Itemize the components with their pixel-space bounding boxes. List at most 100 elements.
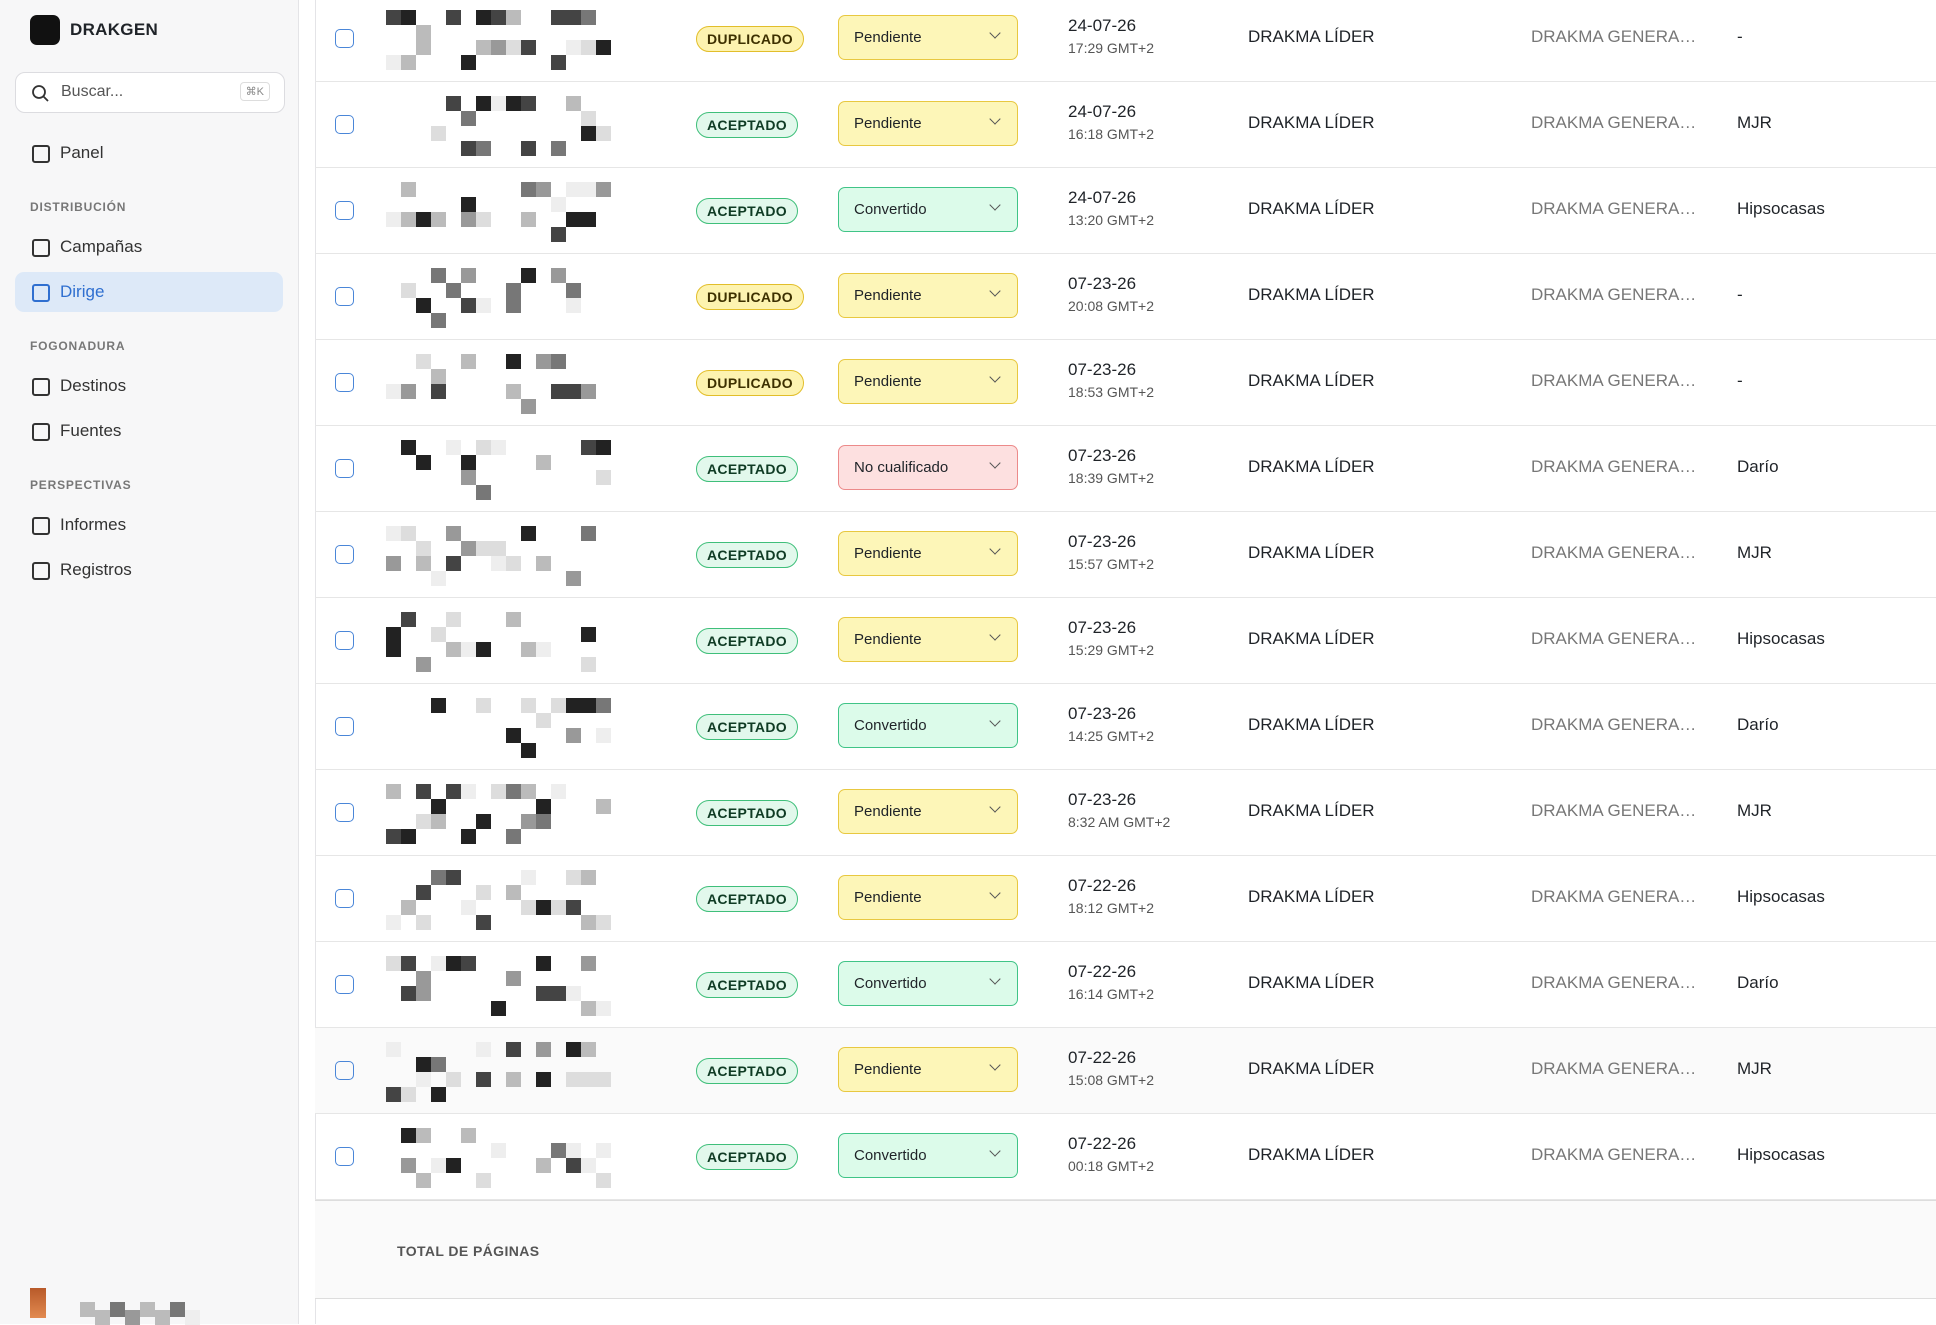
owner: DRAKMA LÍDER [1248,1059,1375,1078]
redacted-pixel [491,440,506,455]
section-title: FOGONADURA [30,339,126,353]
redacted-pixel [446,440,461,455]
row-checkbox[interactable] [335,717,354,736]
stage-dropdown[interactable]: Pendiente [838,273,1018,318]
stage-dropdown[interactable]: Pendiente [838,875,1018,920]
stage-dropdown[interactable]: Pendiente [838,531,1018,576]
table-row: ACEPTADO Pendiente 07-23-26 8:32 AM GMT+2 DR… [315,770,1936,856]
stage-dropdown[interactable]: Pendiente [838,101,1018,146]
row-checkbox[interactable] [335,889,354,908]
time: 18:53 GMT+2 [1068,384,1154,400]
redacted-pixel [566,1158,581,1173]
owner: DRAKMA LÍDER [1248,801,1375,820]
table-area: TOTAL DE PÁGINAS DUPLICADO Pendiente 24-07… [299,0,1936,1324]
redacted-pixel [596,799,611,814]
stage-dropdown[interactable]: Pendiente [838,617,1018,662]
redacted-pixel [431,1087,446,1102]
row-checkbox[interactable] [335,1061,354,1080]
row-checkbox[interactable] [335,29,354,48]
stage-dropdown[interactable]: Convertido [838,187,1018,232]
redacted-pixel [506,10,521,25]
row-checkbox[interactable] [335,545,354,564]
redacted-pixel [596,40,611,55]
redacted-pixel [386,784,401,799]
redacted-pixel [491,1001,506,1016]
redacted-pixel [461,55,476,70]
redacted-pixel [125,1310,140,1325]
chevron [989,27,1001,39]
nav-item[interactable]: Dirige [15,272,283,312]
agent: Hipsocasas [1737,629,1825,648]
redacted-pixel [446,956,461,971]
stage-dropdown[interactable]: Convertido [838,961,1018,1006]
redacted-pixel [566,870,581,885]
row-checkbox[interactable] [335,287,354,306]
redacted-pixel [431,313,446,328]
row-checkbox[interactable] [335,459,354,478]
redacted-pixel [566,384,581,399]
redacted-pixel [536,713,551,728]
redacted-pixel [461,541,476,556]
chevron [989,1059,1001,1071]
stage-label: Pendiente [854,373,922,390]
row-checkbox[interactable] [335,373,354,392]
time: 17:29 GMT+2 [1068,40,1154,56]
stage-dropdown[interactable]: Pendiente [838,789,1018,834]
redacted-pixel [536,986,551,1001]
status-badge: ACEPTADO [696,1058,798,1084]
redacted-pixel [521,698,536,713]
nav-item[interactable]: Campañas [15,227,283,267]
redacted-pixel [476,885,491,900]
row-checkbox[interactable] [335,975,354,994]
stage-label: Pendiente [854,1061,922,1078]
nav-icon [32,423,50,441]
redacted-pixel [431,212,446,227]
stage-dropdown[interactable]: Pendiente [838,15,1018,60]
row-checkbox[interactable] [335,1147,354,1166]
redacted-pixel [401,182,416,197]
redacted-pixel [551,384,566,399]
status-badge: ACEPTADO [696,456,798,482]
row-checkbox[interactable] [335,631,354,650]
time: 15:57 GMT+2 [1068,556,1154,572]
stage-label: Convertido [854,1147,927,1164]
redacted-pixel [446,642,461,657]
stage-dropdown[interactable]: Pendiente [838,1047,1018,1092]
redacted-pixel [386,1042,401,1057]
stage-label: No cualificado [854,459,949,476]
redacted-pixel [491,40,506,55]
nav-item[interactable]: Fuentes [15,411,283,451]
stage-dropdown[interactable]: Convertido [838,1133,1018,1178]
redacted-pixel [491,541,506,556]
nav-item[interactable]: Destinos [15,366,283,406]
redacted-pixel [386,526,401,541]
redacted-pixel [521,526,536,541]
redacted-pixel [416,298,431,313]
nav-item[interactable]: Panel [15,133,283,173]
table-row: ACEPTADO Pendiente 24-07-26 16:18 GMT+2 DRAK… [315,82,1936,168]
redacted-pixel [581,1072,596,1087]
stage-label: Convertido [854,201,927,218]
owner: DRAKMA LÍDER [1248,629,1375,648]
nav-item[interactable]: Registros [15,550,283,590]
stage-dropdown[interactable]: No cualificado [838,445,1018,490]
row-checkbox[interactable] [335,115,354,134]
search-box[interactable]: Buscar... ⌘K [15,72,285,113]
redacted-pixel [476,1042,491,1057]
nav-item[interactable]: Informes [15,505,283,545]
status-badge: ACEPTADO [696,112,798,138]
time: 18:12 GMT+2 [1068,900,1154,916]
nav-label: Fuentes [60,421,122,440]
nav-icon [32,517,50,535]
row-checkbox[interactable] [335,201,354,220]
redacted-pixel [416,1128,431,1143]
agent: - [1737,371,1743,390]
chevron [989,629,1001,641]
redacted-pixel [416,1057,431,1072]
row-checkbox[interactable] [335,803,354,822]
stage-dropdown[interactable]: Pendiente [838,359,1018,404]
table-row: ACEPTADO No cualificado 07-23-26 18:39 GMT+… [315,426,1936,512]
date: 07-22-26 [1068,962,1137,981]
stage-dropdown[interactable]: Convertido [838,703,1018,748]
